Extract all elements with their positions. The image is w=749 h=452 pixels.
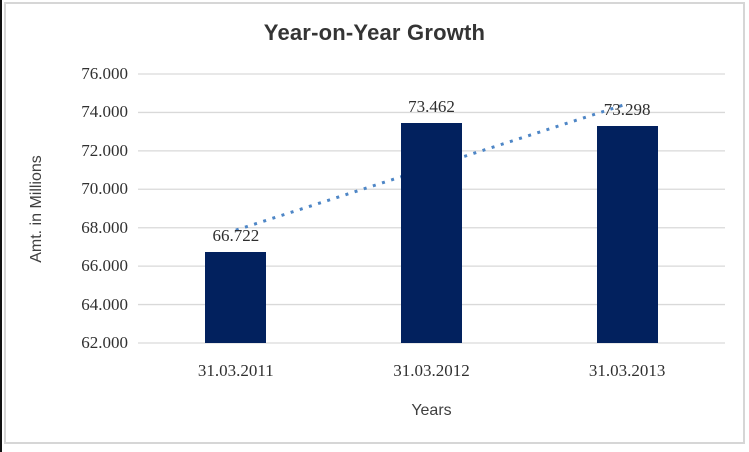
y-axis-title: Amt. in Millions bbox=[28, 155, 45, 263]
y-tick-label: 68.000 bbox=[81, 217, 128, 237]
trendline bbox=[235, 102, 628, 232]
bar-31.03.2013 bbox=[596, 125, 658, 343]
y-tick-label: 64.000 bbox=[81, 294, 128, 314]
chart-title: Year-on-Year Growth bbox=[263, 20, 486, 45]
bar-31.03.2011 bbox=[205, 252, 267, 343]
x-tick-label: 31.03.2012 bbox=[393, 361, 470, 380]
y-tick-label: 72.000 bbox=[81, 140, 128, 160]
x-tick-label: 31.03.2011 bbox=[197, 361, 274, 380]
bar-data-label: 73.462 bbox=[408, 96, 455, 116]
bar-31.03.2012 bbox=[401, 122, 462, 343]
y-tick-label: 74.000 bbox=[81, 102, 128, 122]
window-left-edge bbox=[0, 0, 2, 452]
x-axis-title: Years bbox=[411, 402, 452, 419]
x-tick-label: 31.03.2013 bbox=[588, 361, 666, 380]
y-tick-label: 62.000 bbox=[81, 333, 128, 352]
y-tick-label: 66.000 bbox=[81, 256, 128, 276]
y-tick-label: 70.000 bbox=[81, 179, 128, 199]
bar-data-label: 66.722 bbox=[212, 226, 260, 246]
y-tick-label: 76.000 bbox=[81, 64, 128, 83]
bar-data-label: 73.298 bbox=[603, 99, 651, 119]
